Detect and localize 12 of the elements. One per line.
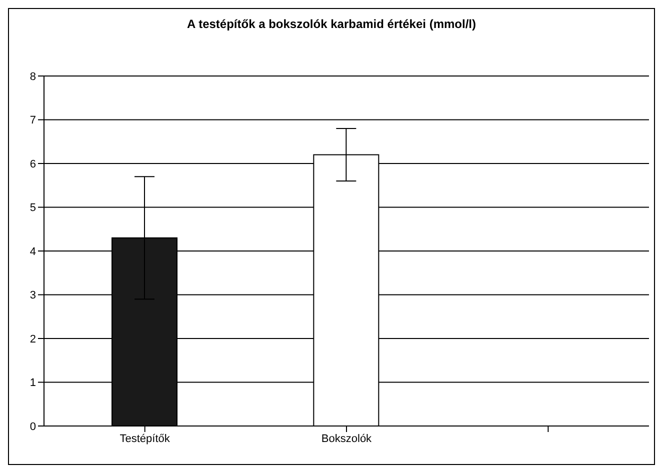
y-tick-label: 7 (30, 114, 36, 127)
y-tick-label: 1 (30, 377, 36, 390)
y-tick-label: 2 (30, 333, 36, 346)
x-tick-label: Testépítők (120, 432, 170, 445)
y-tick-label: 8 (30, 70, 36, 83)
y-tick-label: 0 (30, 420, 36, 433)
chart-title: A testépítők a bokszolók karbamid értékei (mmol/l) (186, 17, 477, 31)
y-tick-label: 6 (30, 158, 36, 170)
y-tick-label: 4 (30, 246, 36, 258)
x-tick-label: Bokszolók (321, 432, 372, 445)
y-tick-label: 5 (30, 202, 36, 214)
y-tick-label: 3 (30, 290, 36, 302)
